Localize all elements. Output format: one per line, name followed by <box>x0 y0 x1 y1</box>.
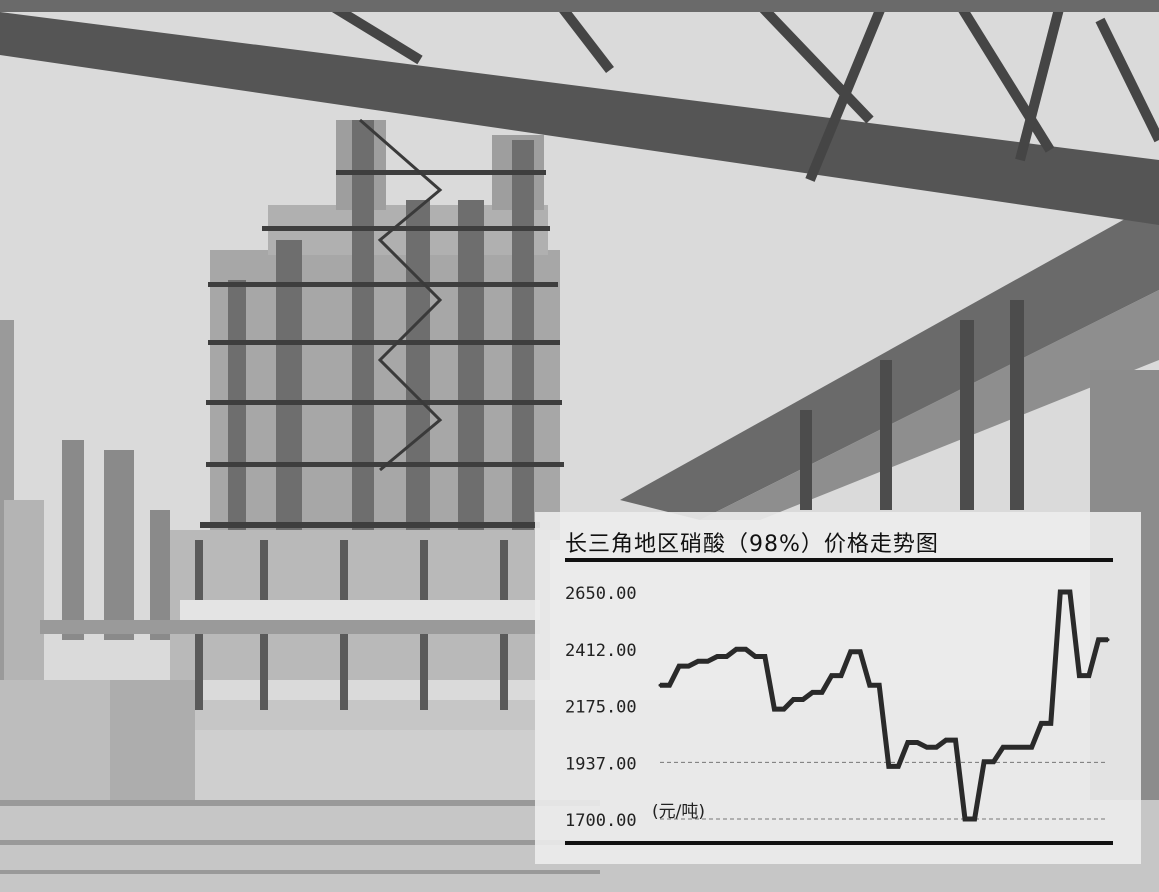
price-series-line <box>660 589 1108 822</box>
data-point <box>725 655 729 658</box>
data-point <box>1001 745 1005 749</box>
data-point <box>658 683 662 687</box>
data-point <box>925 745 929 749</box>
y-tick-label: 1700.00 <box>565 811 637 831</box>
data-point <box>963 817 967 821</box>
chart-top-rule <box>565 558 1113 562</box>
data-point <box>954 738 957 742</box>
data-point <box>1049 721 1053 725</box>
data-point <box>811 690 814 694</box>
data-point <box>934 745 938 749</box>
data-point <box>915 741 919 744</box>
data-point <box>1097 638 1100 642</box>
unit-label: (元/吨) <box>652 802 705 822</box>
y-tick-label: 2650.00 <box>565 584 637 604</box>
data-point <box>868 683 872 687</box>
data-point <box>696 659 700 663</box>
data-point <box>791 698 795 701</box>
data-point <box>687 664 691 668</box>
data-point <box>734 647 738 651</box>
y-axis-ticks: 2650.00 2412.00 2175.00 1937.00 1700.00 <box>565 584 637 831</box>
data-point <box>1068 590 1072 594</box>
price-trend-chart: 2650.00 2412.00 2175.00 1937.00 1700.00 (元/吨… <box>535 512 1141 864</box>
chart-canvas: 2650.00 2412.00 2175.00 1937.00 1700.00 (元/吨… <box>565 558 1113 845</box>
data-point <box>820 690 824 694</box>
data-point <box>763 655 767 658</box>
grid-lines <box>660 761 1108 820</box>
data-point <box>906 741 910 744</box>
data-point <box>973 817 977 821</box>
data-point <box>706 659 710 663</box>
y-tick-label: 1937.00 <box>565 754 637 774</box>
data-point <box>896 764 900 768</box>
data-point <box>982 760 986 764</box>
data-point <box>830 674 834 678</box>
data-point <box>839 674 843 678</box>
data-point <box>1077 674 1081 678</box>
data-point <box>1058 590 1062 594</box>
data-point <box>715 655 719 658</box>
data-point <box>1039 721 1043 725</box>
data-point <box>744 647 748 651</box>
chart-bottom-rule <box>565 841 1113 845</box>
data-point <box>677 664 681 668</box>
data-point <box>849 650 853 654</box>
data-point <box>1030 745 1034 749</box>
y-tick-label: 2175.00 <box>565 698 637 718</box>
data-point <box>877 683 881 687</box>
data-point <box>1020 745 1024 749</box>
data-point <box>772 707 776 711</box>
y-tick-label: 2412.00 <box>565 641 637 661</box>
data-point <box>887 764 891 768</box>
data-point <box>858 650 862 654</box>
data-point <box>992 760 996 764</box>
data-point <box>944 738 948 742</box>
data-point <box>1011 745 1015 749</box>
data-point <box>668 683 671 687</box>
data-point <box>801 698 805 701</box>
data-point <box>1106 638 1110 642</box>
data-point <box>782 707 786 711</box>
data-point <box>1087 674 1091 678</box>
series-layer <box>658 589 1110 822</box>
chart-title: 长三角地区硝酸（98%）价格走势图 <box>565 532 939 557</box>
data-point <box>753 655 757 658</box>
